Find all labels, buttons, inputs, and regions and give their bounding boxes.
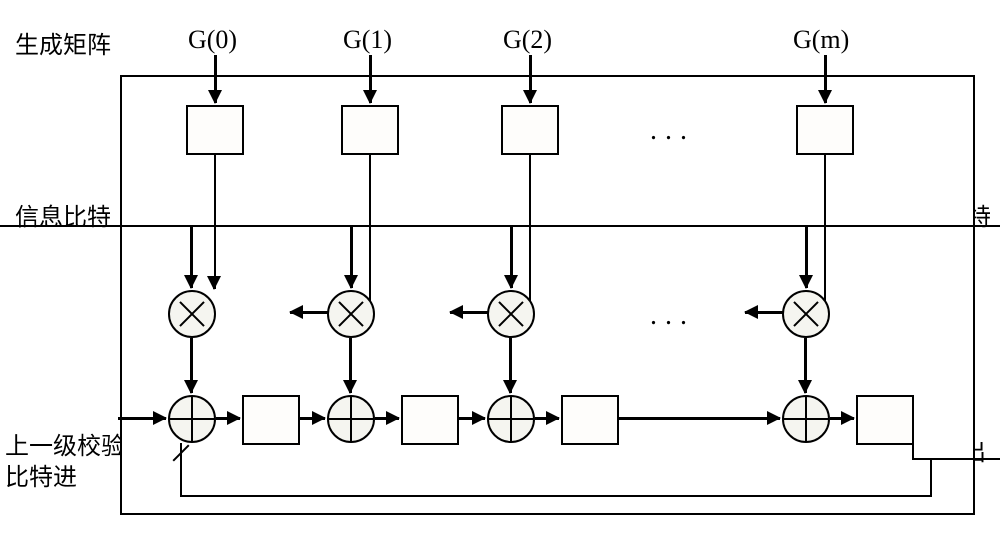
add-m xyxy=(782,395,830,443)
mult-1 xyxy=(327,290,375,338)
label-g1: G(1) xyxy=(343,25,392,55)
am-rm xyxy=(830,417,854,420)
a0-r0 xyxy=(216,417,240,420)
out-drop xyxy=(912,445,914,460)
reg-m xyxy=(856,395,914,445)
label-gm: G(m) xyxy=(793,25,849,55)
elbow-g2-v xyxy=(529,155,531,312)
tap-2 xyxy=(510,226,513,288)
label-g0: G(0) xyxy=(188,25,237,55)
reg-g2 xyxy=(501,105,559,155)
fb-down xyxy=(930,458,932,495)
prev-check-arrow xyxy=(118,417,166,420)
mult-2 xyxy=(487,290,535,338)
r2-dots xyxy=(619,417,780,420)
label-gen-matrix: 生成矩阵 xyxy=(15,25,111,60)
arrow-gm-down xyxy=(824,55,827,103)
add-0 xyxy=(168,395,216,443)
a2-r2 xyxy=(535,417,559,420)
label-g2: G(2) xyxy=(503,25,552,55)
elbow-g1-v xyxy=(369,155,371,312)
arrow-g1-down xyxy=(369,55,372,103)
label-prev-check: 上一级校验比特进 xyxy=(5,432,125,494)
mult-0 xyxy=(168,290,216,338)
r1-a2 xyxy=(459,417,485,420)
reg-1 xyxy=(401,395,459,445)
reg-g1 xyxy=(341,105,399,155)
elbow-gm-v xyxy=(824,155,826,312)
elbow-g0-arrow xyxy=(213,281,216,289)
elbow-g0-v xyxy=(214,155,216,281)
add-1 xyxy=(327,395,375,443)
m2a-0 xyxy=(190,338,193,393)
reg-gm xyxy=(796,105,854,155)
r0-a1 xyxy=(300,417,325,420)
reg-g0 xyxy=(186,105,244,155)
reg-0 xyxy=(242,395,300,445)
m2a-1 xyxy=(349,338,352,393)
ellipsis-top: ... xyxy=(650,115,695,147)
mult-m xyxy=(782,290,830,338)
m2a-m xyxy=(804,338,807,393)
a1-r1 xyxy=(375,417,399,420)
m2a-2 xyxy=(509,338,512,393)
ellipsis-mid: ... xyxy=(650,300,695,332)
add-2 xyxy=(487,395,535,443)
fb-left xyxy=(180,495,932,497)
out-line xyxy=(914,458,1000,460)
arrow-g0-down xyxy=(214,55,217,103)
reg-2 xyxy=(561,395,619,445)
tap-m xyxy=(805,226,808,288)
arrow-g2-down xyxy=(529,55,532,103)
tap-0 xyxy=(190,226,193,288)
info-bits-line xyxy=(0,225,1000,227)
tap-1 xyxy=(350,226,353,288)
